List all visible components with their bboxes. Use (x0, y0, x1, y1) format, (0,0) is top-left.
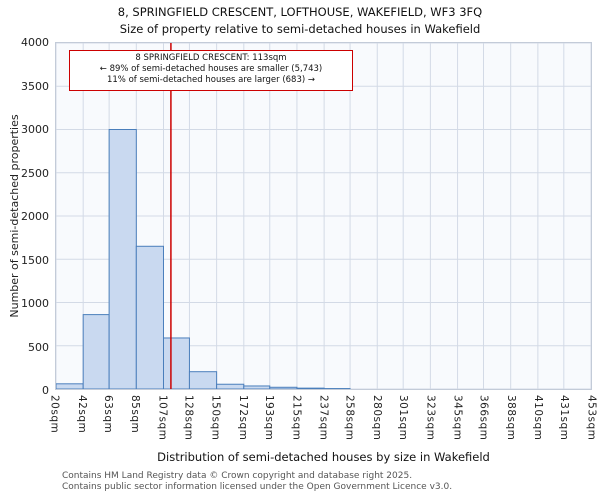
y-tick-label: 2000 (21, 210, 49, 223)
x-tick-label: 388sqm (504, 395, 517, 441)
annotation-box: 8 SPRINGFIELD CRESCENT: 113sqm ← 89% of … (69, 50, 353, 91)
x-tick-label: 193sqm (263, 395, 276, 441)
y-tick-label: 1000 (21, 297, 49, 310)
chart-subtitle: Size of property relative to semi-detach… (119, 22, 481, 36)
x-tick-label: 128sqm (182, 395, 195, 441)
y-tick-label: 1500 (21, 253, 49, 267)
footer-attribution: Contains HM Land Registry data © Crown c… (62, 471, 413, 481)
x-tick-label: 215sqm (290, 395, 303, 441)
x-tick-label: 366sqm (477, 395, 490, 441)
x-tick-label: 42sqm (75, 395, 88, 434)
y-tick-label: 0 (42, 384, 49, 397)
x-tick-label: 453sqm (585, 395, 598, 441)
x-tick-label: 20sqm (48, 395, 61, 434)
footer-licence: Contains public sector information licen… (62, 482, 453, 492)
x-tick-label: 301sqm (396, 395, 409, 441)
x-tick-label: 280sqm (370, 395, 383, 441)
x-axis-label: Distribution of semi-detached houses by … (157, 450, 490, 464)
annotation-line1: 8 SPRINGFIELD CRESCENT: 113sqm (135, 53, 287, 63)
plot-area: 8 SPRINGFIELD CRESCENT: 113sqm ← 89% of … (55, 42, 592, 390)
y-tick-label: 4000 (21, 36, 49, 49)
y-tick-label: 3500 (21, 79, 49, 93)
x-tick-label: 258sqm (343, 395, 356, 441)
x-tick-label: 107sqm (156, 395, 169, 441)
annotation-line3: 11% of semi-detached houses are larger (… (106, 75, 316, 86)
x-tick-label: 150sqm (209, 395, 222, 441)
x-tick-label: 345sqm (451, 395, 464, 441)
x-tick-label: 172sqm (237, 395, 249, 441)
chart-title: 8, SPRINGFIELD CRESCENT, LOFTHOUSE, WAKE… (117, 5, 483, 19)
annotation-line2: ← 89% of semi-detached houses are smalle… (99, 64, 323, 75)
histogram-plot (56, 43, 591, 389)
x-tick-label: 323sqm (424, 395, 437, 441)
y-tick-label: 2500 (21, 166, 49, 180)
x-tick-label: 237sqm (317, 395, 330, 441)
x-tick-label: 410sqm (532, 395, 545, 441)
x-tick-label: 431sqm (558, 395, 571, 441)
y-tick-label: 500 (28, 340, 49, 354)
y-tick-label: 3000 (21, 123, 49, 136)
x-tick-label: 85sqm (129, 395, 142, 434)
x-tick-label: 63sqm (101, 395, 114, 434)
